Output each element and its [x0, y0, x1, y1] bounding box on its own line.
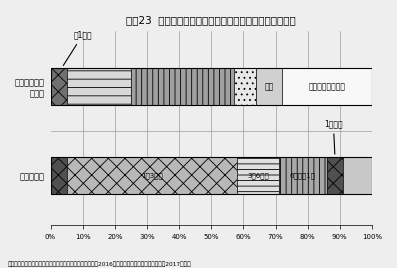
- Bar: [50, 68, 372, 105]
- Bar: [279, 157, 327, 194]
- Bar: [256, 68, 282, 105]
- Bar: [282, 68, 372, 105]
- Text: 1～3ヵ月: 1～3ヵ月: [141, 172, 163, 179]
- Bar: [131, 68, 234, 105]
- Bar: [327, 157, 343, 194]
- Bar: [67, 68, 131, 105]
- Bar: [50, 68, 372, 105]
- Text: 3～6ヵ月: 3～6ヵ月: [247, 172, 269, 179]
- Bar: [50, 68, 67, 105]
- Bar: [237, 157, 279, 194]
- Title: 図表23  パートタイム労働者、派遣労働者の雇用契約期間: 図表23 パートタイム労働者、派遣労働者の雇用契約期間: [126, 15, 296, 25]
- Bar: [50, 157, 372, 194]
- Bar: [256, 68, 282, 105]
- Bar: [343, 157, 372, 194]
- Bar: [234, 68, 256, 105]
- Bar: [50, 68, 67, 105]
- Bar: [234, 68, 256, 105]
- Bar: [67, 68, 131, 105]
- Bar: [237, 157, 279, 194]
- Text: 不明: 不明: [264, 82, 274, 91]
- Text: ～1ヵ月: ～1ヵ月: [63, 30, 92, 65]
- Bar: [131, 68, 234, 105]
- Bar: [50, 157, 67, 194]
- Bar: [279, 157, 327, 194]
- Bar: [50, 157, 372, 194]
- Text: 1年以上: 1年以上: [324, 120, 343, 154]
- Text: 期間の定めがない: 期間の定めがない: [308, 82, 345, 91]
- Bar: [282, 68, 372, 105]
- Bar: [67, 157, 237, 194]
- Text: 6ヵ月～1年: 6ヵ月～1年: [290, 172, 316, 179]
- Bar: [327, 157, 343, 194]
- Bar: [343, 157, 372, 194]
- Bar: [67, 157, 237, 194]
- Bar: [50, 157, 67, 194]
- Text: （資料）厚生労働者「パートタイム労働者総合実態調査（2016年）」、「派遣労働者実態調査（2017年）」: （資料）厚生労働者「パートタイム労働者総合実態調査（2016年）」、「派遣労働者…: [8, 261, 192, 267]
